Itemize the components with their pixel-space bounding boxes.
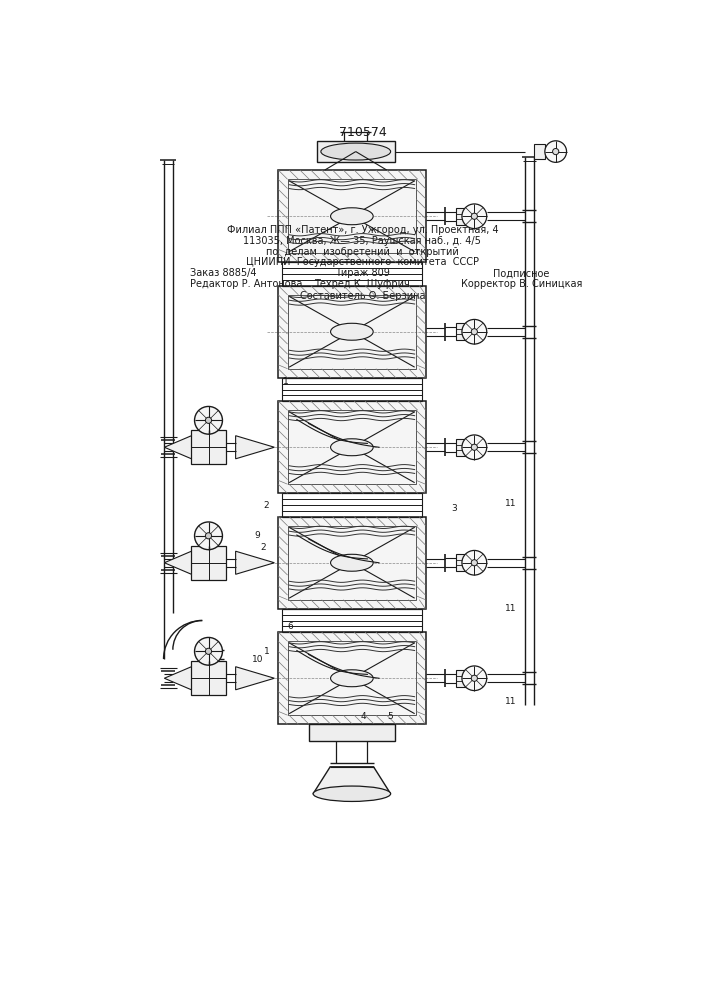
Circle shape (553, 148, 559, 155)
Bar (317, 141, 395, 162)
Text: Корректор В. Синицкая: Корректор В. Синицкая (460, 279, 582, 289)
Text: 2: 2 (260, 543, 266, 552)
Polygon shape (235, 436, 274, 459)
Text: Техред К. Шуфрич: Техред К. Шуфрич (315, 279, 410, 289)
Polygon shape (164, 436, 192, 459)
Circle shape (472, 213, 477, 219)
Text: 11: 11 (505, 604, 517, 613)
Polygon shape (235, 551, 274, 574)
Text: 2: 2 (264, 500, 269, 510)
Text: 10: 10 (252, 654, 263, 664)
Circle shape (206, 648, 211, 654)
Text: 1: 1 (264, 647, 269, 656)
Bar (534, 144, 545, 159)
Bar (192, 430, 226, 464)
Text: Подписное: Подписное (493, 268, 549, 278)
Text: по  делам  изобретений  и  открытий: по делам изобретений и открытий (266, 247, 459, 257)
Bar (192, 661, 226, 695)
Circle shape (206, 417, 211, 423)
Bar (456, 208, 467, 225)
Ellipse shape (331, 439, 373, 456)
Bar (279, 632, 426, 724)
Ellipse shape (331, 208, 373, 225)
Text: 1: 1 (283, 377, 289, 386)
Bar (279, 632, 426, 724)
Bar (279, 401, 426, 493)
Bar (279, 401, 426, 493)
Circle shape (194, 406, 223, 434)
Circle shape (206, 533, 211, 539)
Circle shape (462, 204, 486, 229)
Text: ЦНИИПИ  Государственного  комитета  СССР: ЦНИИПИ Государственного комитета СССР (246, 257, 479, 267)
Text: Составитель О. Берзина: Составитель О. Берзина (300, 291, 425, 301)
Bar (456, 439, 467, 456)
Bar (288, 179, 416, 253)
Text: 4: 4 (361, 712, 366, 721)
Ellipse shape (331, 670, 373, 687)
Circle shape (545, 141, 566, 162)
Text: 3: 3 (451, 504, 457, 513)
Circle shape (462, 550, 486, 575)
Polygon shape (235, 667, 274, 690)
Bar (279, 170, 426, 262)
Bar (279, 517, 426, 609)
Ellipse shape (313, 786, 391, 801)
Ellipse shape (331, 323, 373, 340)
Text: 11: 11 (505, 697, 517, 706)
Circle shape (194, 637, 223, 665)
Bar (192, 546, 226, 580)
Text: 113035, Москва, Ж— 35, Раушская наб., д. 4/5: 113035, Москва, Ж— 35, Раушская наб., д.… (243, 236, 481, 246)
Text: 9: 9 (255, 531, 260, 540)
Text: Филиал ППП «Патент», г. Ужгород, ул. Проектная, 4: Филиал ППП «Патент», г. Ужгород, ул. Про… (226, 225, 498, 235)
Ellipse shape (321, 143, 391, 160)
Bar (456, 554, 467, 571)
Bar (288, 410, 416, 484)
Bar (456, 670, 467, 687)
Text: 710574: 710574 (339, 126, 387, 139)
Bar (309, 724, 395, 741)
Text: Редактор Р. Антонова: Редактор Р. Антонова (189, 279, 302, 289)
Circle shape (462, 666, 486, 691)
Circle shape (472, 329, 477, 335)
Bar (288, 526, 416, 600)
Polygon shape (164, 667, 192, 690)
Bar (279, 286, 426, 378)
Circle shape (472, 444, 477, 450)
Bar (456, 323, 467, 340)
Polygon shape (313, 767, 391, 794)
Circle shape (194, 522, 223, 550)
Circle shape (472, 675, 477, 681)
Bar (279, 286, 426, 378)
Text: Заказ 8885/4: Заказ 8885/4 (189, 268, 256, 278)
Polygon shape (164, 551, 192, 574)
Circle shape (462, 435, 486, 460)
Text: Тираж 809: Тираж 809 (335, 268, 390, 278)
Text: 6: 6 (287, 622, 293, 631)
Ellipse shape (331, 554, 373, 571)
Bar (288, 295, 416, 369)
Bar (279, 170, 426, 262)
Bar (279, 517, 426, 609)
Bar (288, 641, 416, 715)
Circle shape (472, 560, 477, 566)
Text: 5: 5 (387, 712, 394, 721)
Text: 11: 11 (505, 499, 517, 508)
Circle shape (462, 319, 486, 344)
